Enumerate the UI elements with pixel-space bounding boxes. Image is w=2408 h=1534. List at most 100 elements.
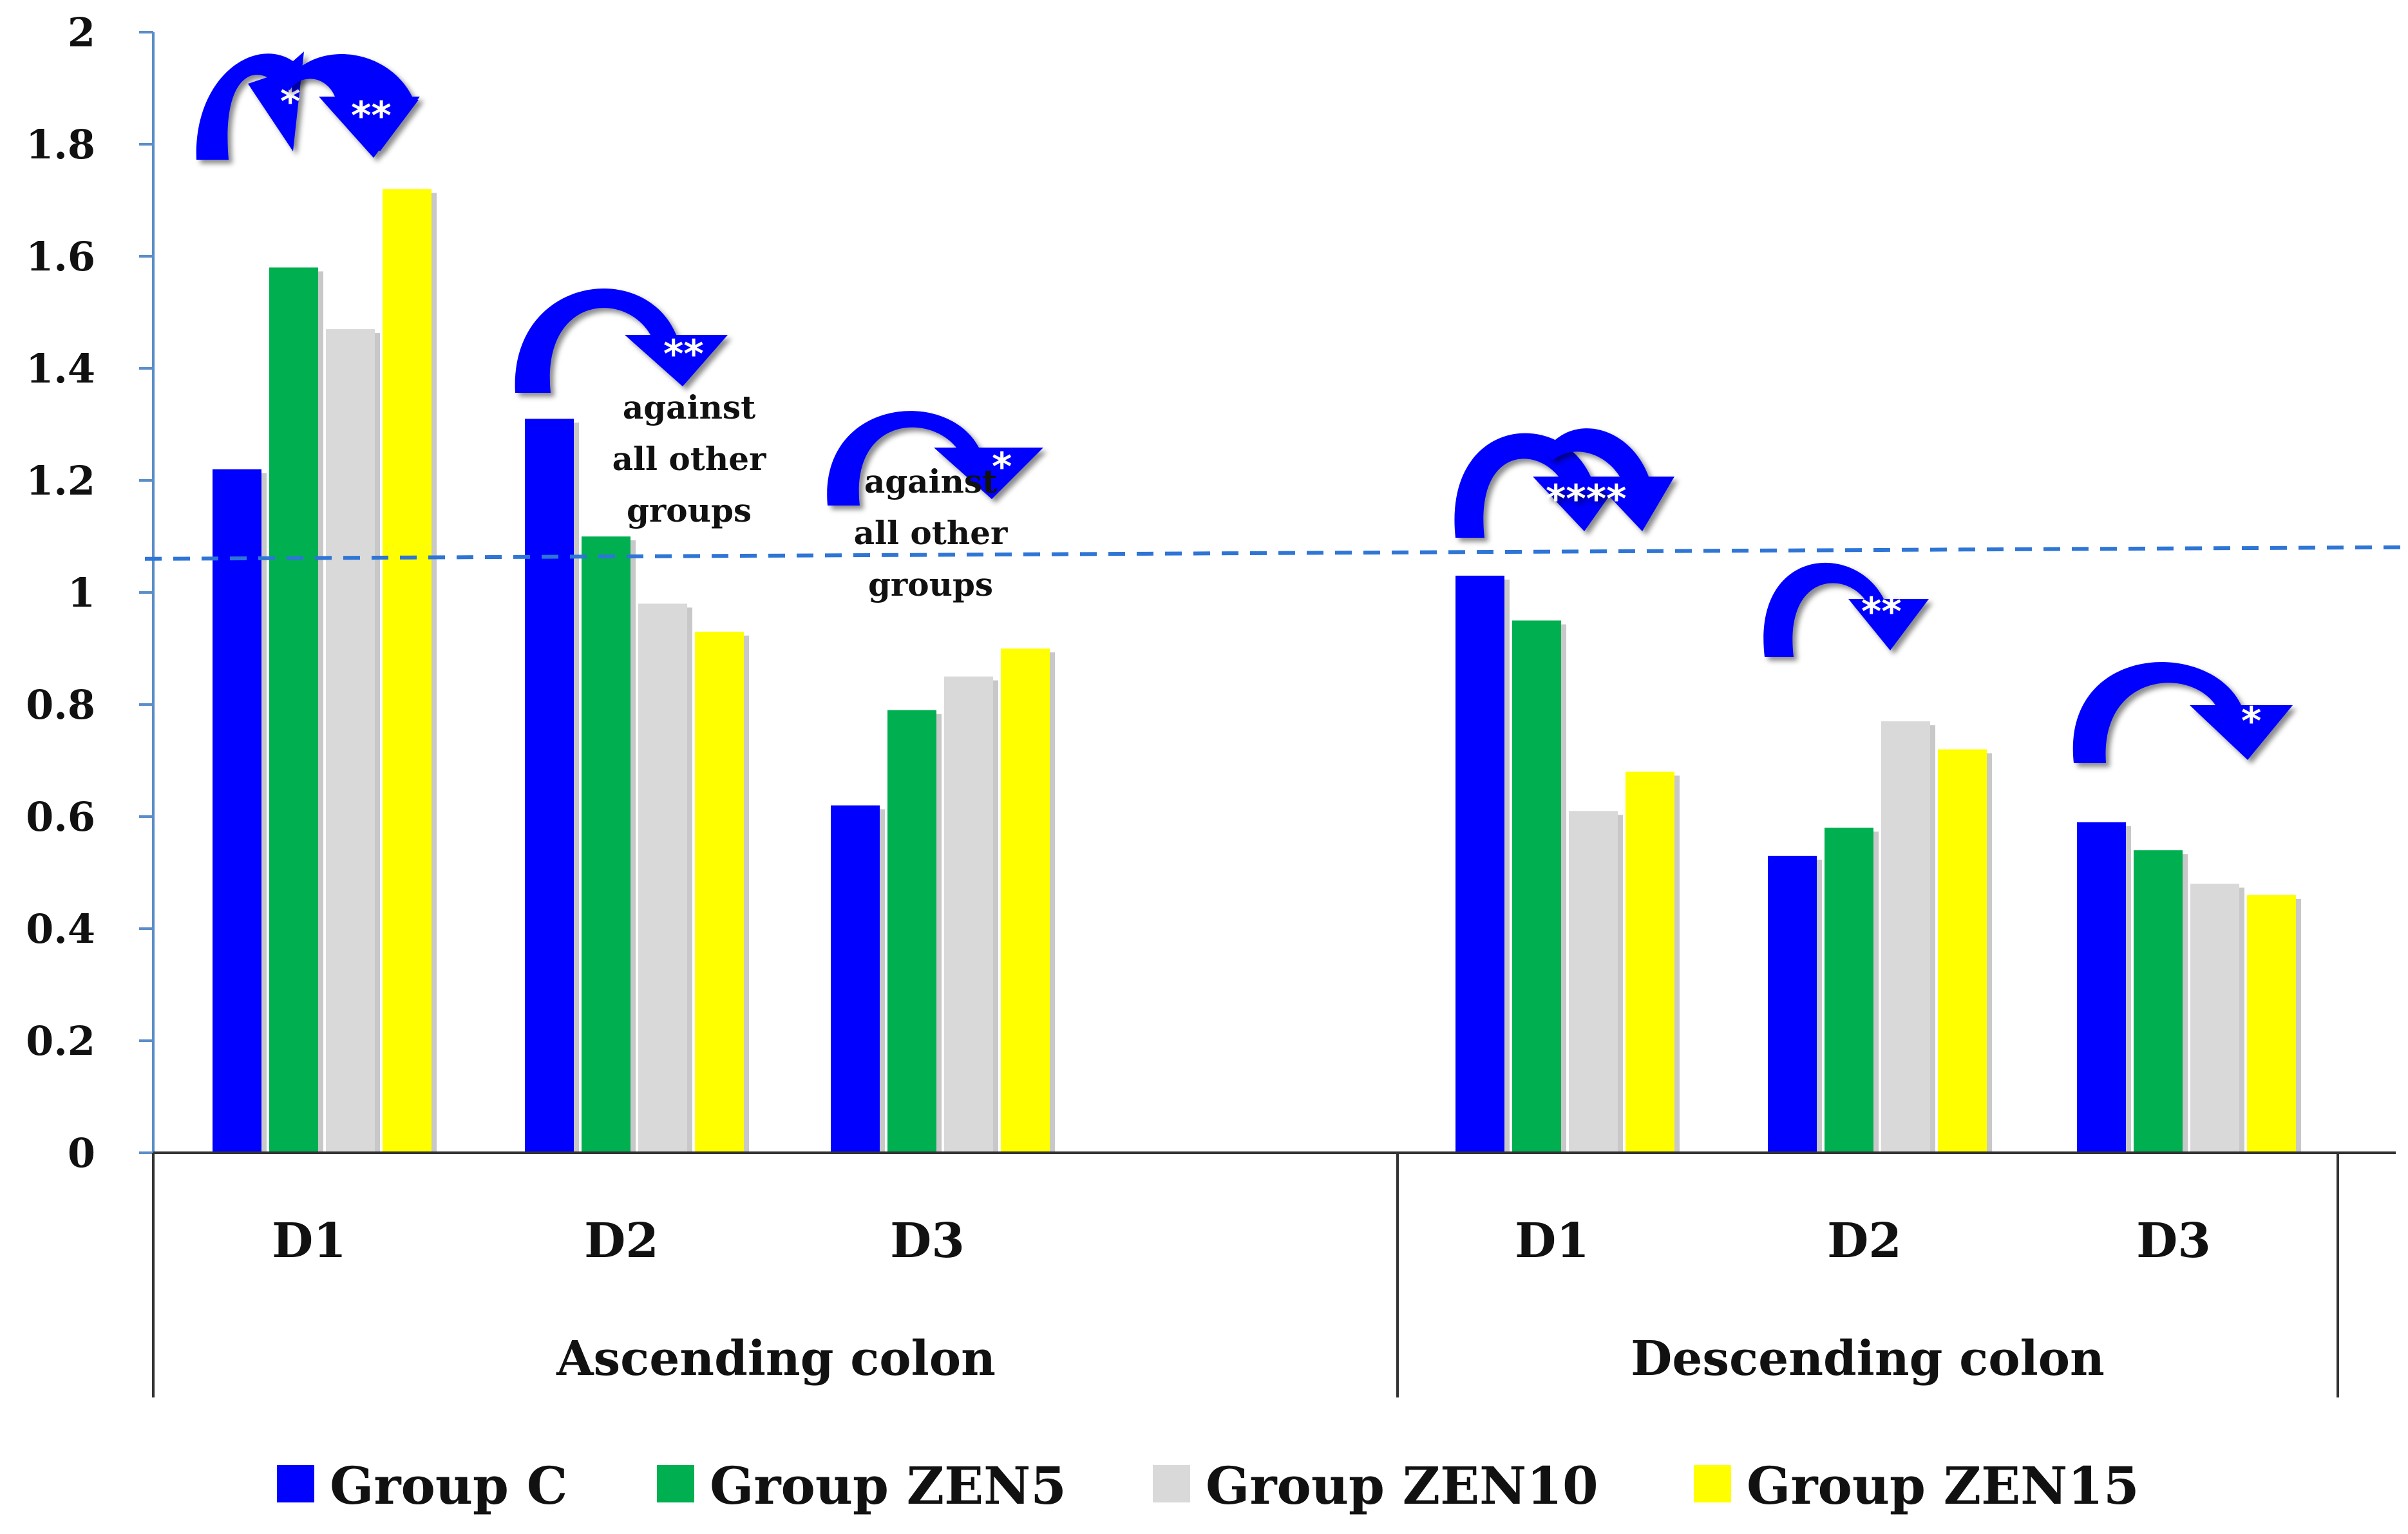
legend: Group C Group ZEN5 Group ZEN10 Group ZEN15 — [277, 1455, 2139, 1516]
arrow-desc-d2: ** — [1763, 562, 1929, 657]
legend-swatch — [657, 1465, 694, 1502]
bar-rect — [1626, 772, 1674, 1153]
legend-swatch — [1694, 1465, 1731, 1502]
bar-group-zen10-4 — [1881, 721, 1935, 1153]
y-axis: 0 0.2 0.4 0.6 0.8 1 1.2 1.4 1.6 1.8 2 — [26, 9, 155, 1177]
bar-rect — [1455, 575, 1504, 1153]
legend-item-group-c: Group C — [277, 1455, 567, 1516]
arrow-desc-d1-b: **** — [1546, 428, 1674, 531]
bar-rect — [1825, 828, 1873, 1153]
legend-item-group-zen5: Group ZEN5 — [657, 1455, 1067, 1516]
arrow-asc-d1-a: * — [196, 52, 304, 160]
bar-rect — [2190, 884, 2239, 1153]
legend-item-group-zen15: Group ZEN15 — [1694, 1455, 2139, 1516]
bar-group-zen10-1 — [638, 603, 692, 1153]
y-tick-label: 1.4 — [26, 345, 95, 392]
annotation-star-desc-d1: **** — [1546, 477, 1627, 522]
bar-group-zen10-3 — [1569, 811, 1623, 1153]
annotation-against-2-line2: all other — [854, 514, 1008, 552]
bars — [213, 189, 2301, 1153]
bar-rect — [1001, 649, 1050, 1153]
x-tick-label: D3 — [890, 1213, 965, 1269]
bar-rect — [213, 469, 261, 1153]
bar-group-zen5-3 — [1512, 620, 1566, 1153]
legend-swatch — [277, 1465, 314, 1502]
bar-group-zen5-0 — [269, 267, 323, 1153]
y-tick-label: 0 — [68, 1130, 95, 1177]
arrow-asc-d3: * — [827, 411, 1043, 506]
y-tick-label: 0.4 — [26, 905, 95, 952]
bar-rect — [326, 329, 375, 1153]
bar-rect — [269, 267, 318, 1153]
y-tick-label: 0.2 — [26, 1018, 95, 1065]
bar-rect — [1938, 749, 1987, 1153]
arrow-asc-d2: ** — [515, 289, 728, 393]
annotation-star-asc-d3: * — [992, 444, 1012, 489]
bar-rect — [695, 631, 744, 1153]
x-axis: D1 D2 D3 D1 D2 D3 Ascending colon Descending co… — [152, 1151, 2396, 1397]
annotation-star-asc-d1-zen15: ** — [351, 93, 392, 138]
legend-label: Group ZEN5 — [710, 1455, 1067, 1516]
bar-group-zen15-1 — [695, 631, 749, 1153]
legend-label: Group C — [330, 1455, 567, 1516]
arrow-desc-d3: * — [2072, 661, 2293, 763]
bar-group-zen5-5 — [2134, 850, 2188, 1153]
bar-group-zen5-1 — [582, 536, 636, 1153]
y-tick-label: 1.2 — [26, 457, 95, 504]
arrow-desc-d1-a — [1454, 433, 1623, 538]
bar-group-c-5 — [2077, 822, 2131, 1153]
y-tick-label: 1.6 — [26, 233, 95, 280]
x-tick-label: D1 — [272, 1213, 346, 1269]
annotations: * ** ** against all other groups * again… — [196, 52, 2293, 763]
bar-group-c-4 — [1768, 855, 1822, 1153]
bar-group-zen5-4 — [1825, 828, 1879, 1153]
y-tick-label: 2 — [68, 9, 95, 56]
x-tick-label: D2 — [1827, 1213, 1902, 1269]
bar-group-zen10-0 — [326, 329, 380, 1153]
arrow-asc-d1-b: ** — [283, 53, 420, 158]
bar-rect — [1569, 811, 1618, 1153]
bar-rect — [2077, 822, 2126, 1153]
y-tick-label: 0.8 — [26, 681, 95, 728]
x-group-label: Ascending colon — [556, 1331, 996, 1387]
bar-group-zen15-5 — [2247, 895, 2301, 1153]
annotation-against-1-line2: all other — [612, 440, 766, 478]
annotation-against-2: against — [864, 462, 997, 500]
annotation-star-desc-d3: * — [2241, 699, 2261, 744]
bar-rect — [525, 419, 574, 1153]
bar-group-zen10-5 — [2190, 884, 2244, 1153]
bar-rect — [582, 536, 630, 1153]
legend-swatch — [1153, 1465, 1190, 1502]
legend-label: Group ZEN15 — [1747, 1455, 2139, 1516]
bar-rect — [1512, 620, 1561, 1153]
bar-rect — [638, 603, 687, 1153]
y-tick-label: 1 — [68, 569, 95, 616]
annotation-star-desc-d2: ** — [1861, 589, 1902, 634]
bar-group-c-2 — [831, 805, 885, 1153]
bar-group-zen5-2 — [887, 710, 942, 1153]
bar-rect — [944, 676, 993, 1153]
reference-line — [144, 545, 2403, 561]
bar-group-c-3 — [1455, 575, 1510, 1153]
bar-group-zen15-4 — [1938, 749, 1992, 1153]
bar-group-zen15-2 — [1001, 649, 1055, 1153]
bar-group-zen15-0 — [383, 189, 437, 1153]
bar-rect — [831, 805, 880, 1153]
bar-group-c-0 — [213, 469, 267, 1153]
x-tick-label: D1 — [1515, 1213, 1589, 1269]
bar-group-zen10-2 — [944, 676, 998, 1153]
y-tick-label: 1.8 — [26, 121, 95, 168]
annotation-star-asc-d2: ** — [663, 332, 704, 377]
bar-rect — [2247, 895, 2296, 1153]
legend-item-group-zen10: Group ZEN10 — [1153, 1455, 1598, 1516]
x-group-label: Descending colon — [1631, 1331, 2105, 1387]
bar-group-zen15-3 — [1626, 772, 1680, 1153]
x-tick-label: D3 — [2136, 1213, 2211, 1269]
bar-rect — [383, 189, 431, 1153]
x-tick-label: D2 — [584, 1213, 659, 1269]
bar-group-c-1 — [525, 419, 579, 1153]
annotation-against-1: against — [623, 388, 755, 426]
bar-rect — [2134, 850, 2183, 1153]
bar-rect — [887, 710, 936, 1153]
